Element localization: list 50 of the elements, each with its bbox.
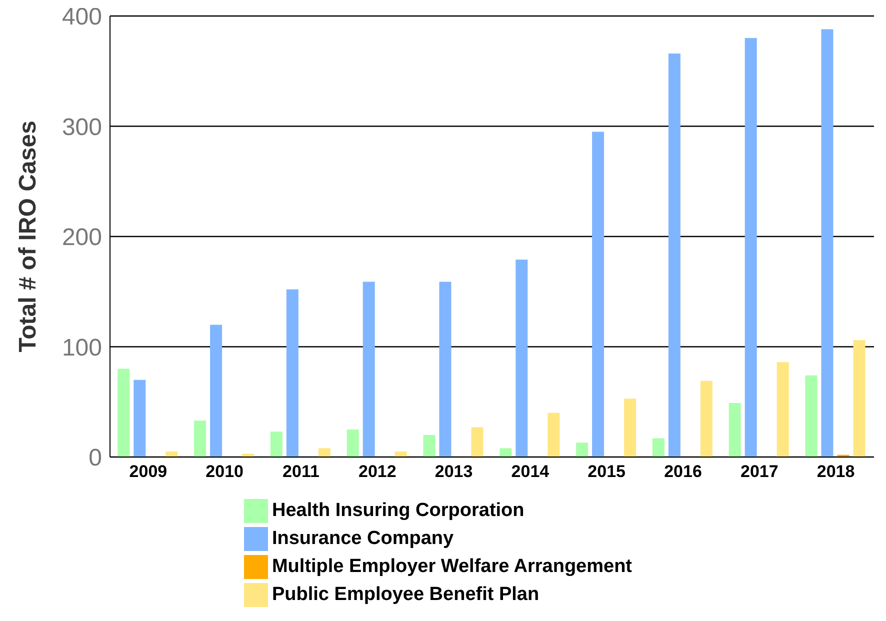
x-tick-label: 2017 (740, 462, 778, 482)
bar (471, 427, 484, 457)
bar (394, 451, 407, 457)
x-tick-label: 2010 (206, 462, 244, 482)
bar (776, 362, 789, 457)
x-tick-label: 2012 (358, 462, 396, 482)
bar (318, 448, 330, 457)
bar (166, 451, 178, 457)
legend-label: Multiple Employer Welfare Arrangement (272, 556, 632, 577)
bar (821, 29, 834, 457)
x-tick-label: 2013 (434, 462, 473, 482)
bar (668, 53, 680, 457)
bar (548, 412, 560, 457)
bar (516, 260, 528, 457)
bar (652, 438, 664, 457)
y-tick-label: 200 (62, 224, 102, 252)
y-tick-label: 0 (88, 444, 102, 472)
x-tick-label: 2014 (511, 462, 550, 482)
bar (853, 340, 866, 457)
bar (439, 282, 452, 457)
x-tick-label: 2018 (816, 462, 855, 482)
bar (134, 380, 146, 457)
legend-label: Insurance Company (272, 528, 454, 549)
bar (728, 402, 741, 457)
legend-label: Public Employee Benefit Plan (272, 584, 540, 605)
bar (286, 289, 298, 457)
bar (118, 368, 130, 457)
y-tick-label: 300 (62, 114, 102, 141)
bar (592, 132, 604, 457)
y-tick-label: 100 (62, 334, 102, 362)
legend-label: Health Insuring Corporation (272, 500, 524, 521)
bar (270, 432, 282, 457)
bar (576, 442, 588, 457)
y-tick-label: 400 (62, 4, 102, 31)
bar (805, 375, 818, 457)
bar (210, 324, 222, 457)
bar (624, 398, 636, 457)
bar (194, 420, 206, 457)
x-tick-label: 2009 (129, 462, 168, 482)
bar (362, 282, 375, 457)
x-tick-label: 2011 (282, 462, 320, 482)
bar (423, 434, 436, 457)
bar (700, 380, 712, 457)
bar (346, 429, 359, 457)
bar (242, 454, 254, 457)
y-axis-title: Total # of IRO Cases (14, 120, 42, 352)
bar (744, 38, 757, 457)
x-tick-label: 2016 (664, 462, 702, 482)
bar (500, 448, 512, 457)
x-tick-label: 2015 (588, 462, 626, 482)
